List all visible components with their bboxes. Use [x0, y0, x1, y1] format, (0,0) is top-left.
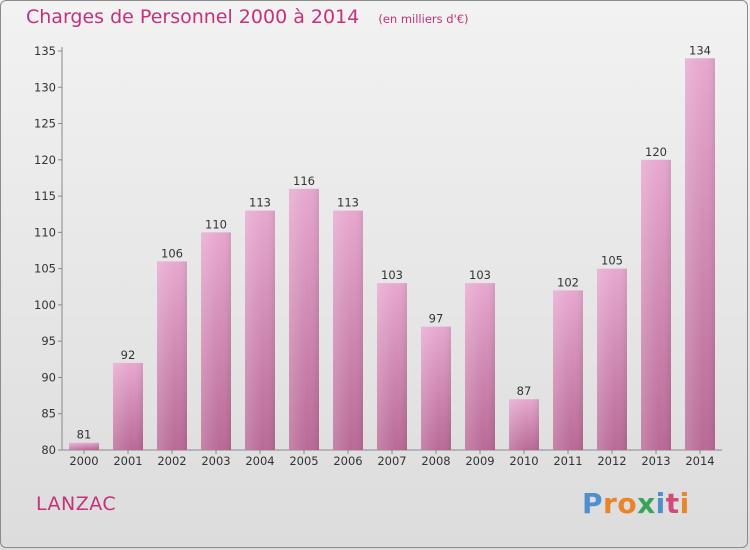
bar-shade	[465, 283, 495, 450]
y-tick-label: 125	[34, 117, 56, 131]
brand-logo: Proxiti	[582, 487, 690, 520]
bar-shade	[69, 442, 99, 450]
y-tick-label: 120	[34, 153, 56, 167]
y-tick-label: 100	[34, 298, 56, 312]
x-tick-label: 2004	[245, 454, 274, 468]
x-tick-label: 2010	[509, 454, 538, 468]
x-tick-label: 2005	[289, 454, 318, 468]
x-tick-label: 2007	[377, 454, 406, 468]
brand-letter-5: t	[665, 487, 680, 520]
y-tick-label: 90	[41, 370, 56, 384]
brand-letter-0: P	[582, 487, 604, 520]
x-tick-label: 2000	[69, 454, 98, 468]
bar-shade	[113, 362, 143, 450]
bar-value-label: 97	[429, 312, 444, 326]
brand-letter-3: x	[637, 487, 656, 520]
bar-value-label: 105	[601, 254, 623, 268]
bar-value-label: 102	[557, 275, 579, 289]
bar-value-label: 116	[293, 174, 315, 188]
x-tick-label: 2001	[113, 454, 142, 468]
bar-shade	[421, 326, 451, 450]
bar-shade	[553, 290, 583, 450]
place-name: LANZAC	[36, 493, 117, 515]
y-tick-label: 85	[41, 407, 56, 421]
bar-value-label: 106	[161, 246, 183, 260]
bar-value-label: 103	[469, 268, 491, 282]
x-tick-label: 2012	[597, 454, 626, 468]
x-tick-label: 2014	[685, 454, 714, 468]
brand-letter-2: o	[617, 487, 638, 520]
x-tick-label: 2003	[201, 454, 230, 468]
chart-title: Charges de Personnel 2000 à 2014	[26, 6, 360, 28]
bar-shade	[289, 188, 319, 450]
x-tick-label: 2011	[553, 454, 582, 468]
bar-value-label: 103	[381, 268, 403, 282]
y-tick-label: 135	[34, 44, 56, 58]
bar-value-label: 81	[77, 428, 92, 442]
bar-shade	[685, 58, 715, 450]
bar-value-label: 113	[337, 196, 359, 210]
y-tick-label: 105	[34, 262, 56, 276]
x-tick-label: 2006	[333, 454, 362, 468]
bar-value-label: 113	[249, 196, 271, 210]
title-row: Charges de Personnel 2000 à 2014 (en mil…	[26, 6, 469, 28]
bar-shade	[597, 268, 627, 450]
bar-shade	[245, 210, 275, 450]
y-tick-label: 110	[34, 225, 56, 239]
x-tick-label: 2009	[465, 454, 494, 468]
bar-shade	[333, 210, 363, 450]
x-tick-label: 2002	[157, 454, 186, 468]
chart-subtitle: (en milliers d'€)	[378, 12, 469, 26]
y-tick-label: 80	[41, 443, 56, 457]
brand-letter-1: r	[603, 487, 618, 520]
y-tick-label: 130	[34, 80, 56, 94]
bar-shade	[157, 261, 187, 450]
y-tick-label: 115	[34, 189, 56, 203]
bar-value-label: 110	[205, 217, 227, 231]
brand-letter-4: i	[655, 487, 666, 520]
bar-value-label: 87	[517, 384, 532, 398]
bar-value-label: 134	[689, 43, 711, 57]
bar-value-label: 92	[121, 348, 136, 362]
bar-value-label: 120	[645, 145, 667, 159]
bar-shade	[509, 399, 539, 450]
x-tick-label: 2013	[641, 454, 670, 468]
bar-shade	[377, 283, 407, 450]
y-tick-label: 95	[41, 334, 56, 348]
bar-shade	[201, 232, 231, 450]
bar-shade	[641, 159, 671, 450]
x-tick-label: 2008	[421, 454, 450, 468]
brand-letter-6: i	[679, 487, 690, 520]
